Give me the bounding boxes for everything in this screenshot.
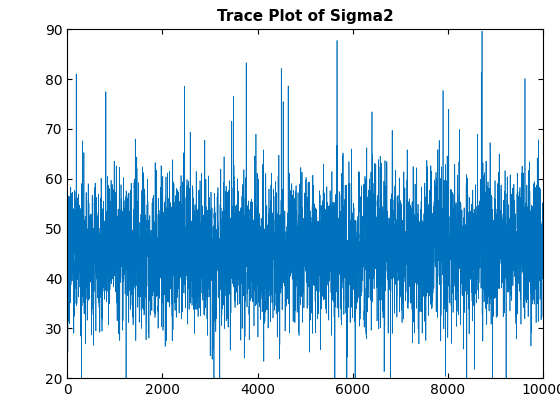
Title: Trace Plot of Sigma2: Trace Plot of Sigma2 <box>217 9 394 24</box>
